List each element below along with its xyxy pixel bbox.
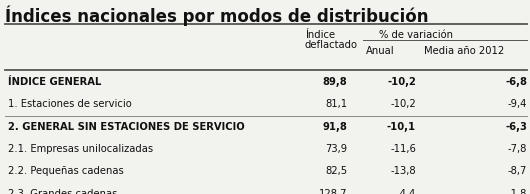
Text: -10,2: -10,2 xyxy=(390,99,416,109)
Text: 128,7: 128,7 xyxy=(319,189,347,194)
Text: -13,8: -13,8 xyxy=(391,166,416,176)
Text: Índice: Índice xyxy=(305,30,335,40)
Text: Índices nacionales por modos de distribución: Índices nacionales por modos de distribu… xyxy=(5,6,429,26)
Text: 82,5: 82,5 xyxy=(325,166,347,176)
Text: ÍNDICE GENERAL: ÍNDICE GENERAL xyxy=(8,77,101,87)
Text: % de variación: % de variación xyxy=(379,30,453,40)
Text: 81,1: 81,1 xyxy=(325,99,347,109)
Text: -7,8: -7,8 xyxy=(508,144,527,154)
Text: -9,4: -9,4 xyxy=(508,99,527,109)
Text: 2.1. Empresas unilocalizadas: 2.1. Empresas unilocalizadas xyxy=(8,144,153,154)
Text: Anual: Anual xyxy=(366,46,394,56)
Text: -6,3: -6,3 xyxy=(506,122,527,132)
Text: -6,8: -6,8 xyxy=(505,77,527,87)
Text: -1,8: -1,8 xyxy=(508,189,527,194)
Text: 89,8: 89,8 xyxy=(322,77,347,87)
Text: 2.3. Grandes cadenas: 2.3. Grandes cadenas xyxy=(8,189,117,194)
Text: 73,9: 73,9 xyxy=(325,144,347,154)
Text: -10,2: -10,2 xyxy=(387,77,416,87)
Text: -11,6: -11,6 xyxy=(390,144,416,154)
Text: 1. Estaciones de servicio: 1. Estaciones de servicio xyxy=(8,99,131,109)
Text: -8,7: -8,7 xyxy=(508,166,527,176)
Text: 2.2. Pequeñas cadenas: 2.2. Pequeñas cadenas xyxy=(8,166,123,176)
Text: -4,4: -4,4 xyxy=(397,189,416,194)
Text: 2. GENERAL SIN ESTACIONES DE SERVICIO: 2. GENERAL SIN ESTACIONES DE SERVICIO xyxy=(8,122,245,132)
Text: -10,1: -10,1 xyxy=(387,122,416,132)
Text: Media año 2012: Media año 2012 xyxy=(424,46,504,56)
Text: deflactado: deflactado xyxy=(305,40,358,50)
Text: 91,8: 91,8 xyxy=(322,122,347,132)
